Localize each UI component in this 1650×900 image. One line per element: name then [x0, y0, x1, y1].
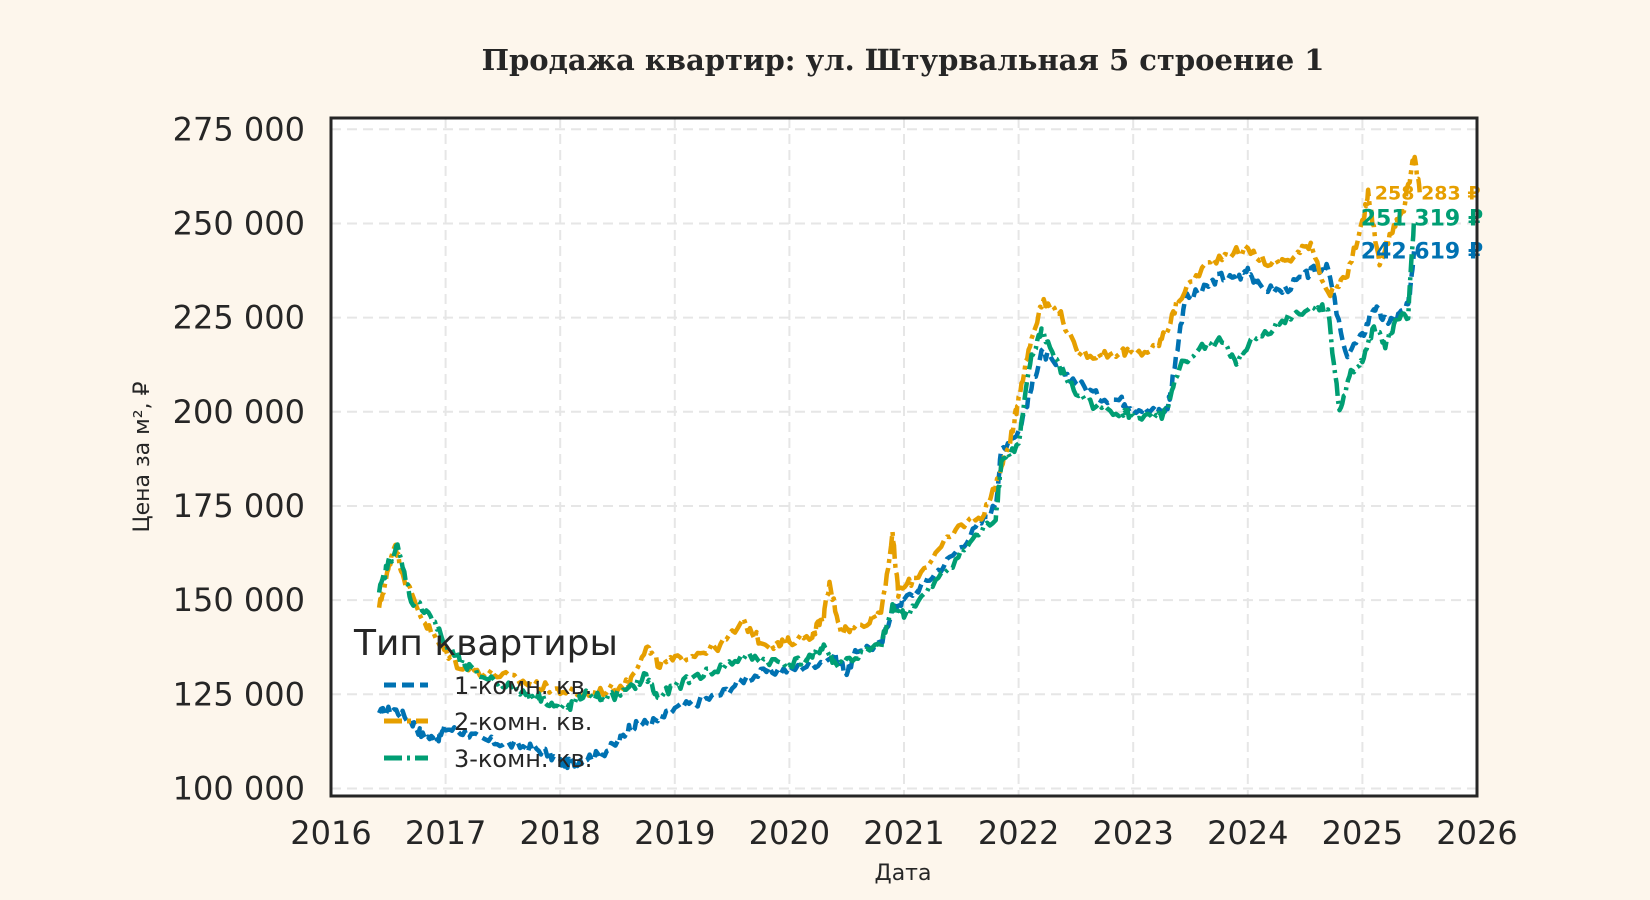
end-label-3room: 251 319 ₽ — [1361, 206, 1483, 231]
x-tick-label: 2022 — [978, 814, 1059, 852]
x-tick-label: 2025 — [1322, 814, 1403, 852]
y-tick-label: 175 000 — [173, 487, 305, 525]
x-tick-label: 2017 — [405, 814, 486, 852]
x-tick-label: 2018 — [519, 814, 600, 852]
end-labels: 242 619 ₽ 258 283 ₽251 319 ₽ — [1361, 182, 1483, 264]
legend-label-1room: 1-комн. кв. — [454, 672, 592, 700]
legend-item-1room: 1-комн. кв. — [384, 672, 592, 700]
series-line-3room — [376, 218, 1417, 713]
legend-label-2room: 2-комн. кв. — [454, 708, 592, 736]
series-lines — [376, 154, 1422, 771]
series-line-2room — [376, 154, 1422, 699]
y-tick-label: 200 000 — [173, 393, 305, 431]
chart-title: Продажа квартир: ул. Штурвальная 5 строе… — [482, 43, 1325, 77]
x-tick-label: 2026 — [1436, 814, 1517, 852]
x-axis-label: Дата — [875, 861, 932, 886]
plot-frame — [329, 116, 1479, 798]
x-axis-ticks: 2016 2017 2018 2019 2020 2021 2022 2023 2024 2025… — [290, 814, 1517, 852]
end-label-2room: 258 283 ₽ — [1375, 182, 1481, 204]
legend-title: Тип квартиры — [353, 623, 618, 664]
x-tick-label: 2020 — [749, 814, 830, 852]
y-axis-label: Цена за м², ₽ — [130, 381, 155, 532]
y-tick-label: 275 000 — [173, 110, 305, 148]
x-tick-label: 2021 — [863, 814, 944, 852]
x-tick-label: 2016 — [290, 814, 371, 852]
y-tick-label: 250 000 — [173, 204, 305, 242]
y-axis-ticks: 100 000 125 000 150 000 175 000 200 000 225 0… — [173, 110, 305, 807]
legend-item-3room: 3-комн. кв. — [384, 745, 592, 773]
x-tick-label: 2019 — [634, 814, 715, 852]
x-tick-label: 2024 — [1207, 814, 1288, 852]
y-tick-label: 150 000 — [173, 581, 305, 619]
y-tick-label: 225 000 — [173, 299, 305, 337]
y-tick-label: 100 000 — [173, 769, 305, 807]
y-tick-label: 125 000 — [173, 675, 305, 713]
legend-item-2room: 2-комн. кв. — [384, 708, 592, 736]
end-label-1room: 242 619 ₽ — [1361, 239, 1483, 264]
series-line-1room — [377, 251, 1417, 771]
x-tick-label: 2023 — [1092, 814, 1173, 852]
legend-label-3room: 3-комн. кв. — [454, 745, 592, 773]
legend: Тип квартиры 1-комн. кв. 2-комн. кв. 3-к… — [353, 623, 618, 773]
